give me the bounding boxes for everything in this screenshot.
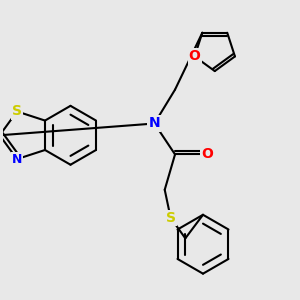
Text: N: N bbox=[12, 153, 22, 166]
Text: O: O bbox=[202, 147, 213, 161]
Text: O: O bbox=[189, 50, 201, 63]
Text: S: S bbox=[12, 104, 22, 118]
Text: N: N bbox=[148, 116, 160, 130]
Text: S: S bbox=[166, 211, 176, 225]
